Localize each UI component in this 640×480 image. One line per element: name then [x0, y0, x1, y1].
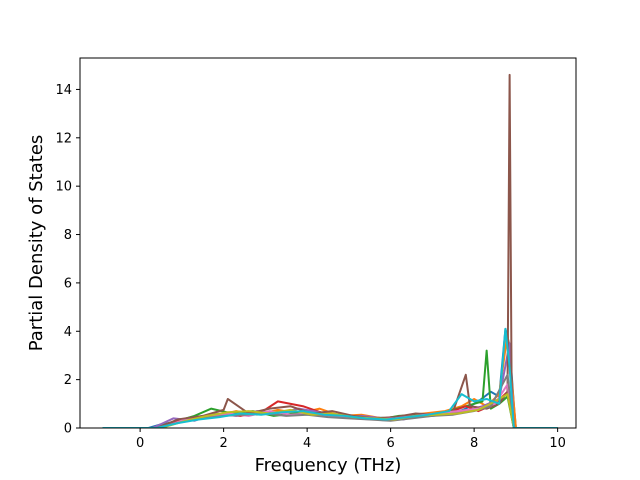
y-axis-label: Partial Density of States [26, 135, 47, 352]
y-tick-label: 2 [64, 373, 72, 388]
x-axis: 0 2 4 6 8 10 [136, 428, 566, 451]
x-tick-label: 0 [136, 436, 144, 451]
y-axis: 0 2 4 6 8 10 12 14 [55, 83, 80, 437]
x-tick-label: 6 [386, 436, 394, 451]
x-tick-label: 8 [470, 436, 478, 451]
y-tick-label: 0 [64, 422, 72, 437]
y-tick-label: 14 [55, 83, 72, 98]
x-tick-label: 2 [219, 436, 227, 451]
y-tick-label: 4 [64, 325, 72, 340]
plot-frame [79, 57, 577, 429]
series-layer [102, 73, 558, 428]
x-axis-label: Frequency (THz) [255, 455, 402, 476]
series-line-5 [102, 73, 558, 428]
y-tick-label: 12 [55, 131, 72, 146]
y-tick-label: 10 [55, 180, 72, 195]
x-tick-label: 4 [303, 436, 311, 451]
plot-area [102, 73, 558, 428]
y-tick-label: 6 [64, 276, 72, 291]
y-tick-label: 8 [64, 228, 72, 243]
x-tick-label: 10 [549, 436, 566, 451]
series-line-9 [102, 327, 558, 428]
